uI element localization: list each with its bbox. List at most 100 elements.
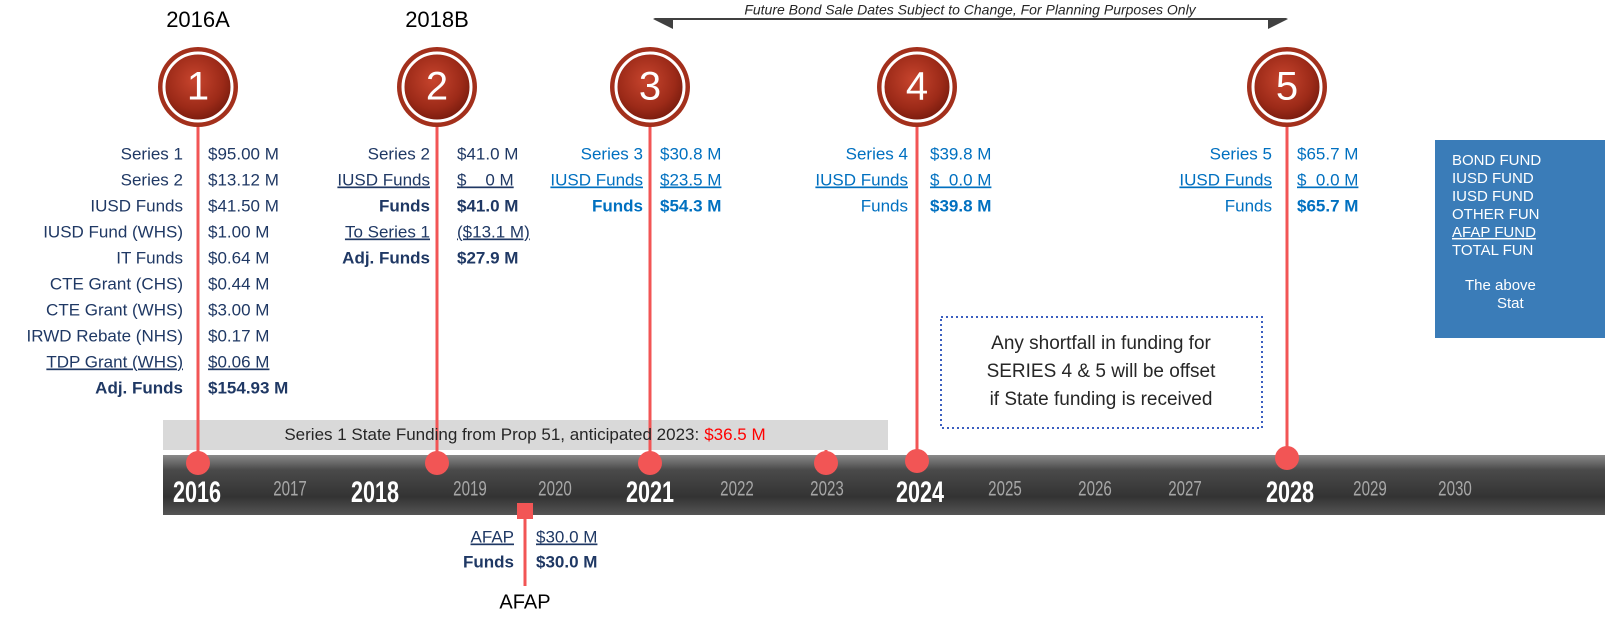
row-value: $27.9 M <box>457 248 518 267</box>
row-label: IUSD Funds <box>815 170 908 189</box>
sale-badge <box>881 51 953 123</box>
summary-line: IUSD FUND <box>1452 188 1534 205</box>
row-value: $65.7 M <box>1297 144 1358 163</box>
sale-dot <box>1275 446 1299 470</box>
row-label: IUSD Funds <box>550 170 643 189</box>
row-label: Series 2 <box>121 170 183 189</box>
row-value: $95.00 M <box>208 144 279 163</box>
shortfall-line: Any shortfall in funding for <box>991 333 1211 354</box>
row-label: Series 1 <box>121 144 183 163</box>
row-value: $54.3 M <box>660 196 721 215</box>
sale-dot <box>425 451 449 475</box>
afap-row-value: $30.0 M <box>536 552 597 571</box>
year-label: 2027 <box>1168 476 1202 500</box>
shortfall-box <box>940 316 1263 429</box>
afap-row-value: $30.0 M <box>536 527 597 546</box>
sale-badge <box>401 51 473 123</box>
row-value: $13.12 M <box>208 170 279 189</box>
row-label: CTE Grant (WHS) <box>46 300 183 319</box>
state-funding-amount: $36.5 M <box>704 425 765 444</box>
row-value: $0.64 M <box>208 248 269 267</box>
row-value: $ 0.0 M <box>930 170 991 189</box>
row-value: $39.8 M <box>930 144 991 163</box>
row-label: Series 3 <box>581 144 643 163</box>
state-funding-label: Series 1 State Funding from Prop 51, ant… <box>284 425 699 444</box>
summary-line: BOND FUND <box>1452 152 1541 169</box>
row-label: IUSD Funds <box>90 196 183 215</box>
shortfall-line: if State funding is received <box>990 389 1213 410</box>
year-label: 2029 <box>1353 476 1387 500</box>
year-label: 2017 <box>273 476 307 500</box>
row-label: IUSD Funds <box>337 170 430 189</box>
afap-marker <box>517 503 533 519</box>
row-label: Funds <box>379 196 430 215</box>
row-label: Funds <box>1225 196 1272 215</box>
year-label: 2026 <box>1078 476 1112 500</box>
sale-label: 2016A <box>166 7 230 32</box>
state-funding-text: Series 1 State Funding from Prop 51, ant… <box>284 425 765 444</box>
year-label: 2022 <box>720 476 754 500</box>
row-label: Series 5 <box>1210 144 1272 163</box>
sale-badge <box>162 51 234 123</box>
row-value: $41.0 M <box>457 144 518 163</box>
row-value: $3.00 M <box>208 300 269 319</box>
row-value: $65.7 M <box>1297 196 1358 215</box>
sale-number: 3 <box>639 65 661 109</box>
row-value: $41.0 M <box>457 196 518 215</box>
row-label: Series 4 <box>846 144 908 163</box>
row-label: Series 2 <box>368 144 430 163</box>
note-backdrop <box>651 2 1291 18</box>
afap-row-label: AFAP <box>471 527 514 546</box>
year-label: 2021 <box>626 474 674 508</box>
row-value: $0.06 M <box>208 352 269 371</box>
year-label: 2019 <box>453 476 487 500</box>
row-value: $0.44 M <box>208 274 269 293</box>
year-label: 2023 <box>810 476 844 500</box>
sale-number: 2 <box>426 65 448 109</box>
year-label: 2025 <box>988 476 1022 500</box>
row-label: Funds <box>861 196 908 215</box>
row-value: $30.8 M <box>660 144 721 163</box>
row-label: To Series 1 <box>345 222 430 241</box>
row-label: Funds <box>592 196 643 215</box>
row-label: Adj. Funds <box>95 378 183 397</box>
sale-dot <box>186 451 210 475</box>
row-value: $23.5 M <box>660 170 721 189</box>
summary-note: The above <box>1465 277 1536 294</box>
row-label: IUSD Fund (WHS) <box>43 222 183 241</box>
row-label: CTE Grant (CHS) <box>50 274 183 293</box>
afap-row-label: Funds <box>463 552 514 571</box>
summary-box <box>1435 140 1605 338</box>
sale-badge <box>1251 51 1323 123</box>
summary-line: AFAP FUND <box>1452 224 1536 241</box>
row-value: $39.8 M <box>930 196 991 215</box>
row-value: $ 0 M <box>457 170 514 189</box>
summary-line: TOTAL FUN <box>1452 242 1533 259</box>
row-value: $ 0.0 M <box>1297 170 1358 189</box>
year-label: 2020 <box>538 476 572 500</box>
state-funding-dot <box>814 451 838 475</box>
timeline-note: Future Bond Sale Dates Subject to Change… <box>744 2 1196 18</box>
afap-label: AFAP <box>499 591 550 613</box>
year-label: 2018 <box>351 474 399 508</box>
summary-line: OTHER FUN <box>1452 206 1540 223</box>
sale-number: 5 <box>1276 65 1298 109</box>
year-label: 2030 <box>1438 476 1472 500</box>
row-label: TDP Grant (WHS) <box>46 352 183 371</box>
row-label: IRWD Rebate (NHS) <box>27 326 184 345</box>
row-label: IT Funds <box>116 248 183 267</box>
row-value: $1.00 M <box>208 222 269 241</box>
year-label: 2016 <box>173 474 221 508</box>
year-label: 2028 <box>1266 474 1314 508</box>
year-label: 2024 <box>896 474 944 508</box>
sale-badge <box>614 51 686 123</box>
sale-number: 4 <box>906 65 928 109</box>
summary-line: IUSD FUND <box>1452 170 1534 187</box>
timeline-bar <box>163 455 1605 515</box>
sale-dot <box>905 449 929 473</box>
row-value: $41.50 M <box>208 196 279 215</box>
sale-dot <box>638 451 662 475</box>
row-value: $0.17 M <box>208 326 269 345</box>
